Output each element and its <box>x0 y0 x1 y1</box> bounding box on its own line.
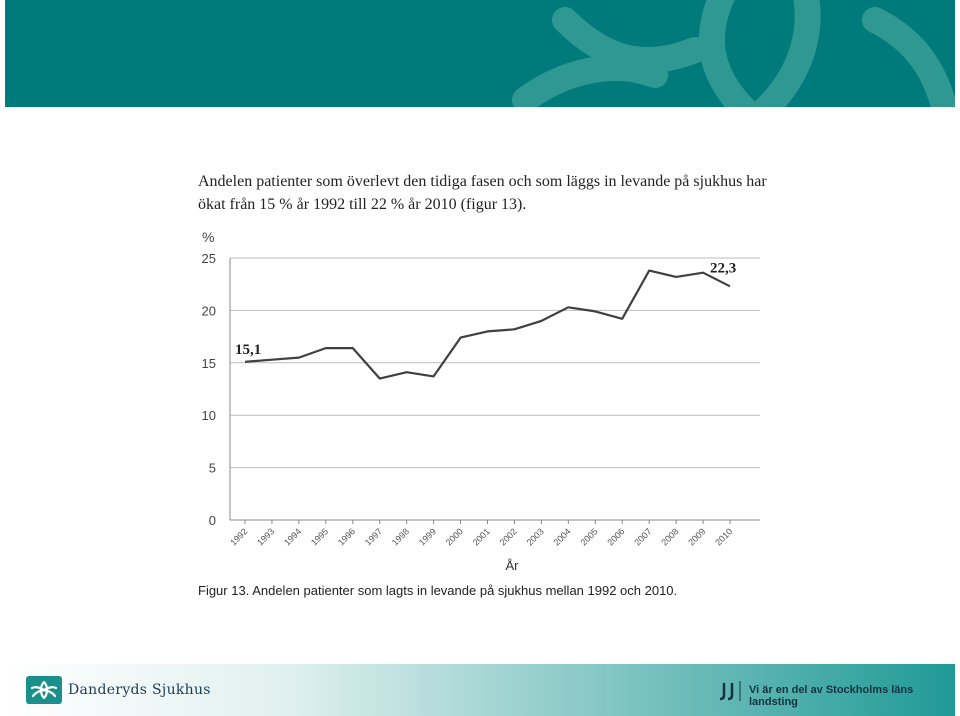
x-tick-label: 1999 <box>417 526 438 547</box>
chart-grid <box>229 257 760 524</box>
x-tick-label: 2007 <box>632 526 653 547</box>
y-tick-label: 10 <box>202 408 216 423</box>
y-tick-label: 0 <box>209 513 216 528</box>
x-tick-label: 1994 <box>282 526 303 547</box>
data-label: 22,3 <box>710 260 736 276</box>
x-tick-label: 2009 <box>686 526 707 547</box>
x-axis-label: År <box>506 558 520 573</box>
y-tick-label: 25 <box>202 251 216 266</box>
x-tick-label: 2002 <box>498 526 519 547</box>
series-line <box>244 269 731 380</box>
x-tick-label: 1993 <box>255 526 276 547</box>
x-tick-label: 1998 <box>390 526 411 547</box>
flower-decoration-icon <box>512 0 955 107</box>
brand-name: Danderyds Sjukhus <box>68 682 211 698</box>
y-axis-label: % <box>202 229 214 245</box>
x-tick-label: 1992 <box>228 526 249 547</box>
figure-caption: Figur 13. Andelen patienter som lagts in… <box>198 583 678 598</box>
y-tick-label: 5 <box>209 461 216 476</box>
x-tick-label: 1995 <box>309 526 330 547</box>
danderyd-logo-icon <box>26 676 62 704</box>
x-tick-label: 2006 <box>605 526 626 547</box>
x-tick-label: 2005 <box>578 526 599 547</box>
header-banner <box>5 0 955 107</box>
x-tick-label: 1996 <box>336 526 357 547</box>
x-tick-labels: 1992 1993 1994 1995 1996 1997 1998 1999 2000 2001… <box>228 526 734 547</box>
x-tick-label: 2000 <box>444 526 465 547</box>
footer-bar <box>5 664 955 716</box>
x-tick-label: 2004 <box>552 526 573 547</box>
x-tick-label: 2003 <box>525 526 546 547</box>
x-tick-label: 2010 <box>713 526 734 547</box>
intro-text: Andelen patienter som överlevt den tidig… <box>198 173 767 213</box>
data-label: 15,1 <box>235 342 261 358</box>
x-tick-label: 1997 <box>363 526 384 547</box>
data-annotations: 15,1 22,3 <box>235 260 736 357</box>
y-tick-label: 20 <box>202 303 216 318</box>
x-tick-label: 2001 <box>471 526 492 547</box>
x-tick-label: 2008 <box>659 526 680 547</box>
y-tick-label: 15 <box>202 356 216 371</box>
landsting-logo-icon <box>720 681 741 701</box>
footer-tagline: Vi är en del av Stockholms läns landstin… <box>749 684 914 708</box>
y-tick-labels: 0 5 10 15 20 25 <box>202 251 216 528</box>
